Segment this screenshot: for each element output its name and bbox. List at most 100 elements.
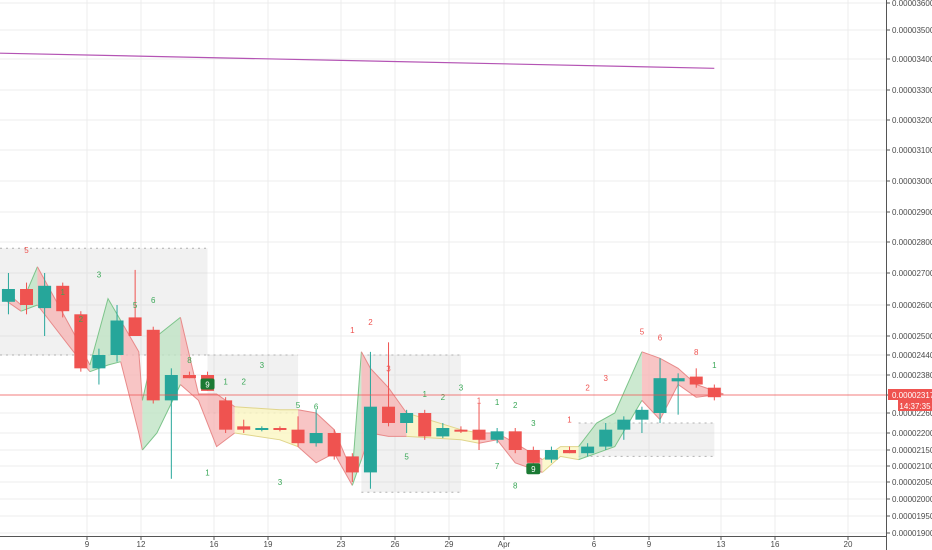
candle-body	[635, 409, 649, 420]
band-upper-line	[297, 409, 353, 473]
sequence-label: 5	[133, 301, 138, 310]
y-tick-label: 0.00002100	[892, 462, 932, 471]
x-tick-label: 9	[85, 540, 90, 549]
candle-body	[56, 285, 70, 312]
candle	[382, 342, 396, 427]
band-area	[298, 409, 353, 486]
x-tick-label: 23	[337, 540, 346, 549]
candle-body	[237, 426, 251, 430]
sequence-label: 2	[368, 318, 373, 327]
band-upper-line	[578, 351, 643, 447]
sequence-label: 6	[314, 403, 319, 412]
y-tick-label: 0.00002260	[892, 409, 932, 418]
candle-body	[1, 289, 15, 302]
y-tick-label: 0.00002900	[892, 208, 932, 217]
candle-body	[309, 433, 323, 444]
candle	[418, 409, 432, 440]
sequence-label: 9	[531, 465, 536, 474]
candle	[345, 453, 359, 482]
candle	[689, 368, 703, 388]
candle	[490, 428, 504, 444]
candle	[472, 403, 486, 450]
y-tick-label: 0.00002700	[892, 269, 932, 278]
sequence-label: 5	[296, 401, 301, 410]
y-tick-label: 0.00002050	[892, 478, 932, 487]
candle	[146, 326, 160, 404]
candle	[92, 348, 106, 385]
candle-body	[110, 320, 124, 355]
y-tick-label: 0.00002380	[892, 371, 932, 380]
candles[interactable]	[1, 269, 721, 489]
candle	[526, 446, 540, 466]
x-tick-label: 12	[137, 540, 146, 549]
y-tick-label: 0.00003600	[892, 0, 932, 8]
x-tick-label: 9	[647, 540, 652, 549]
band-lower-line	[297, 446, 353, 486]
candle-body	[164, 375, 178, 401]
band-lower-line	[234, 432, 299, 448]
sequence-label: 2	[242, 377, 247, 386]
sequence-label: 8	[694, 348, 699, 357]
candle-body	[400, 413, 414, 423]
sequence-label: 3	[278, 478, 283, 487]
sequence-label: 5	[640, 327, 645, 336]
sequence-label: 6	[658, 334, 663, 343]
band-area	[120, 320, 143, 450]
candle	[110, 305, 124, 362]
sequence-label: 3	[386, 364, 391, 373]
sequence-label: 3	[97, 271, 102, 280]
sequence-box-bg	[526, 463, 541, 475]
x-tick-label: 19	[264, 540, 273, 549]
y-tick-label: 0.00002500	[892, 332, 932, 341]
candle-body	[92, 355, 106, 369]
sequence-label: 1	[477, 396, 482, 405]
sequence-label: 2	[513, 401, 518, 410]
band-lower-line	[120, 361, 143, 451]
band-lower-line	[180, 384, 236, 448]
band-lower-line	[351, 459, 362, 486]
x-tick-label: Apr	[498, 540, 511, 549]
candle	[56, 282, 70, 318]
y-tick-label: 0.00002440	[892, 351, 932, 360]
x-tick-label: 16	[210, 540, 219, 549]
candle	[454, 426, 468, 433]
candle	[38, 273, 52, 336]
sequence-label: 2	[79, 315, 84, 324]
candle	[1, 273, 15, 315]
current-price-label: 0.00002317	[892, 391, 932, 400]
candle-body	[128, 317, 142, 336]
band-upper-line	[234, 406, 298, 411]
sequence-label: 8	[187, 356, 192, 365]
countdown-badge: 14:37:35	[898, 400, 932, 411]
candle	[400, 409, 414, 433]
y-tick-label: 0.00002600	[892, 301, 932, 310]
candle-body	[526, 450, 540, 463]
candle-body	[182, 375, 196, 379]
y-tick-label: 0.00003500	[892, 26, 932, 35]
sequence-label: 9	[205, 381, 210, 390]
band-area	[479, 433, 543, 473]
candle	[563, 446, 577, 454]
candle	[273, 426, 287, 432]
candle-body	[74, 314, 88, 369]
candle-body	[38, 285, 52, 309]
candle	[671, 373, 685, 415]
sequence-label: 1	[423, 390, 428, 399]
candle-body	[472, 429, 486, 440]
candle	[544, 446, 558, 463]
candle-body	[363, 406, 377, 473]
y-tick-label: 0.00003300	[892, 86, 932, 95]
sequence-label: 3	[531, 419, 536, 428]
band-upper-line	[360, 351, 408, 414]
candle	[128, 269, 142, 336]
candle-body	[653, 378, 667, 413]
candle	[436, 423, 450, 439]
candle-body	[345, 456, 359, 473]
sequence-label: 6	[151, 296, 156, 305]
candle	[219, 397, 233, 433]
y-tick-label: 0.00003400	[892, 55, 932, 64]
candle-body	[291, 429, 305, 444]
y-tick-label: 0.00002800	[892, 238, 932, 247]
